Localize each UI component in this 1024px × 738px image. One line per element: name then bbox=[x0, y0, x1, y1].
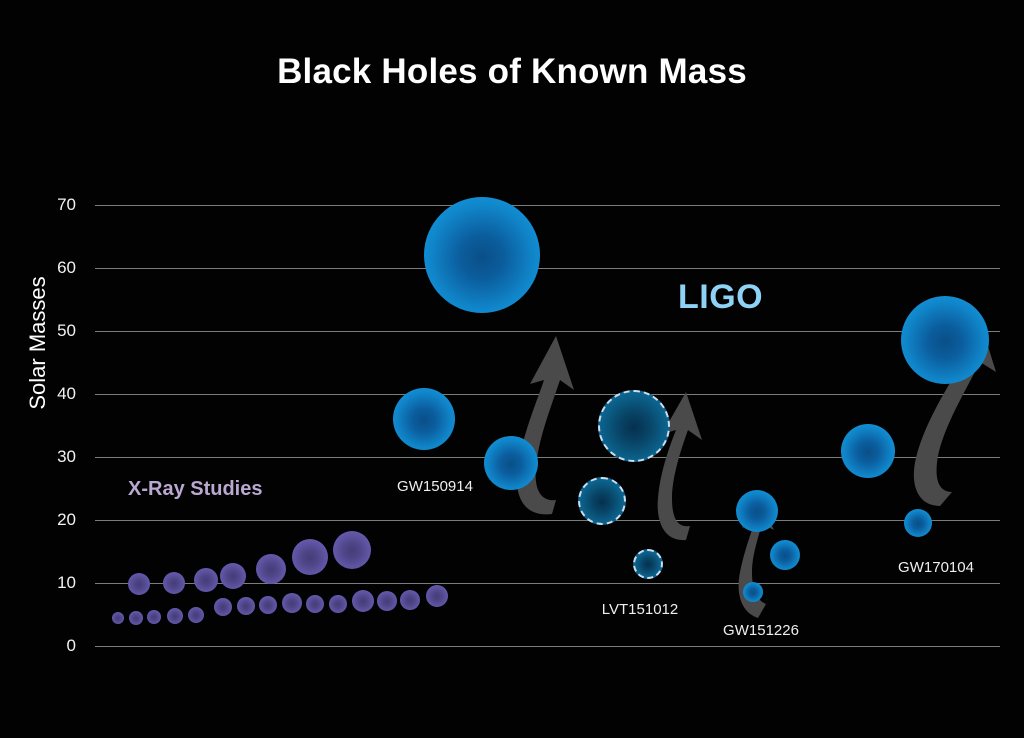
black-hole-marker bbox=[329, 595, 347, 614]
y-axis-tick: 10 bbox=[20, 574, 76, 591]
black-hole-marker bbox=[633, 549, 663, 580]
black-hole-marker bbox=[424, 197, 540, 314]
black-hole-marker bbox=[393, 388, 455, 451]
black-hole-marker bbox=[377, 591, 397, 612]
black-hole-marker bbox=[256, 553, 286, 584]
y-axis-tick: 30 bbox=[20, 448, 76, 465]
black-hole-marker bbox=[352, 589, 374, 612]
black-hole-marker bbox=[743, 582, 763, 603]
y-axis-tick-label: 30 bbox=[57, 447, 76, 466]
gridline bbox=[95, 520, 1000, 521]
black-hole-marker bbox=[333, 530, 371, 569]
y-axis-tick: 60 bbox=[20, 259, 76, 276]
y-axis-tick: 20 bbox=[20, 511, 76, 528]
black-hole-marker bbox=[237, 596, 255, 615]
black-hole-marker bbox=[306, 595, 324, 614]
gridline bbox=[95, 268, 1000, 269]
y-axis-tick-label: 0 bbox=[66, 636, 76, 655]
y-axis-tick-label: 70 bbox=[57, 195, 76, 214]
black-hole-marker bbox=[426, 585, 448, 608]
gridline bbox=[95, 457, 1000, 458]
y-axis-tick-label: 10 bbox=[57, 573, 76, 592]
black-hole-marker bbox=[167, 607, 183, 624]
event-name-label: GW150914 bbox=[397, 478, 473, 495]
black-hole-marker bbox=[484, 436, 538, 491]
black-hole-marker bbox=[904, 509, 932, 538]
gridline bbox=[95, 646, 1000, 647]
gridline bbox=[95, 583, 1000, 584]
black-hole-marker bbox=[128, 573, 150, 596]
y-axis-tick-label: 40 bbox=[57, 384, 76, 403]
page-title: Black Holes of Known Mass bbox=[277, 52, 747, 91]
black-hole-marker bbox=[220, 563, 246, 590]
black-hole-marker bbox=[292, 538, 328, 575]
black-hole-marker bbox=[163, 572, 185, 594]
y-axis-tick: 70 bbox=[20, 196, 76, 213]
gridline bbox=[95, 331, 1000, 332]
event-name-label: GW151226 bbox=[723, 622, 799, 639]
y-axis-tick-label: 50 bbox=[57, 321, 76, 340]
black-hole-marker bbox=[841, 423, 895, 478]
y-axis-tick: 50 bbox=[20, 322, 76, 339]
black-hole-marker bbox=[129, 610, 143, 625]
gridline bbox=[95, 205, 1000, 206]
black-hole-marker bbox=[147, 610, 161, 625]
black-hole-marker bbox=[598, 389, 670, 462]
black-hole-marker bbox=[282, 593, 302, 614]
merger-arrow-icon bbox=[470, 318, 590, 528]
black-hole-marker bbox=[194, 568, 218, 593]
black-hole-marker bbox=[736, 489, 778, 532]
black-hole-marker bbox=[112, 612, 124, 625]
black-hole-marker bbox=[188, 606, 204, 623]
event-name-label: GW170104 bbox=[898, 559, 974, 576]
black-hole-marker bbox=[901, 296, 989, 385]
ligo-annotation-label: LIGO bbox=[678, 278, 764, 316]
y-axis-tick: 40 bbox=[20, 385, 76, 402]
black-hole-marker bbox=[214, 597, 232, 616]
black-hole-marker bbox=[259, 596, 277, 615]
black-hole-marker bbox=[770, 539, 800, 570]
y-axis-tick-label: 60 bbox=[57, 258, 76, 277]
y-axis-tick: 0 bbox=[20, 637, 76, 654]
xray-studies-annotation-label: X-Ray Studies bbox=[128, 478, 263, 500]
event-name-label: LVT151012 bbox=[601, 601, 679, 618]
black-hole-marker bbox=[400, 590, 420, 610]
y-axis-tick-label: 20 bbox=[57, 510, 76, 529]
black-hole-marker bbox=[578, 477, 626, 526]
y-axis-label: Solar Masses bbox=[25, 276, 50, 410]
